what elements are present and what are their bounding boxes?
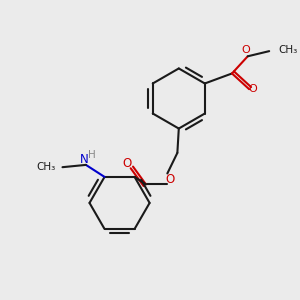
Text: O: O [241, 45, 250, 55]
Text: CH₃: CH₃ [278, 45, 298, 55]
Text: O: O [165, 173, 174, 186]
Text: O: O [123, 157, 132, 170]
Text: N: N [80, 153, 89, 166]
Text: O: O [248, 84, 257, 94]
Text: CH₃: CH₃ [36, 162, 55, 172]
Text: H: H [88, 151, 96, 160]
